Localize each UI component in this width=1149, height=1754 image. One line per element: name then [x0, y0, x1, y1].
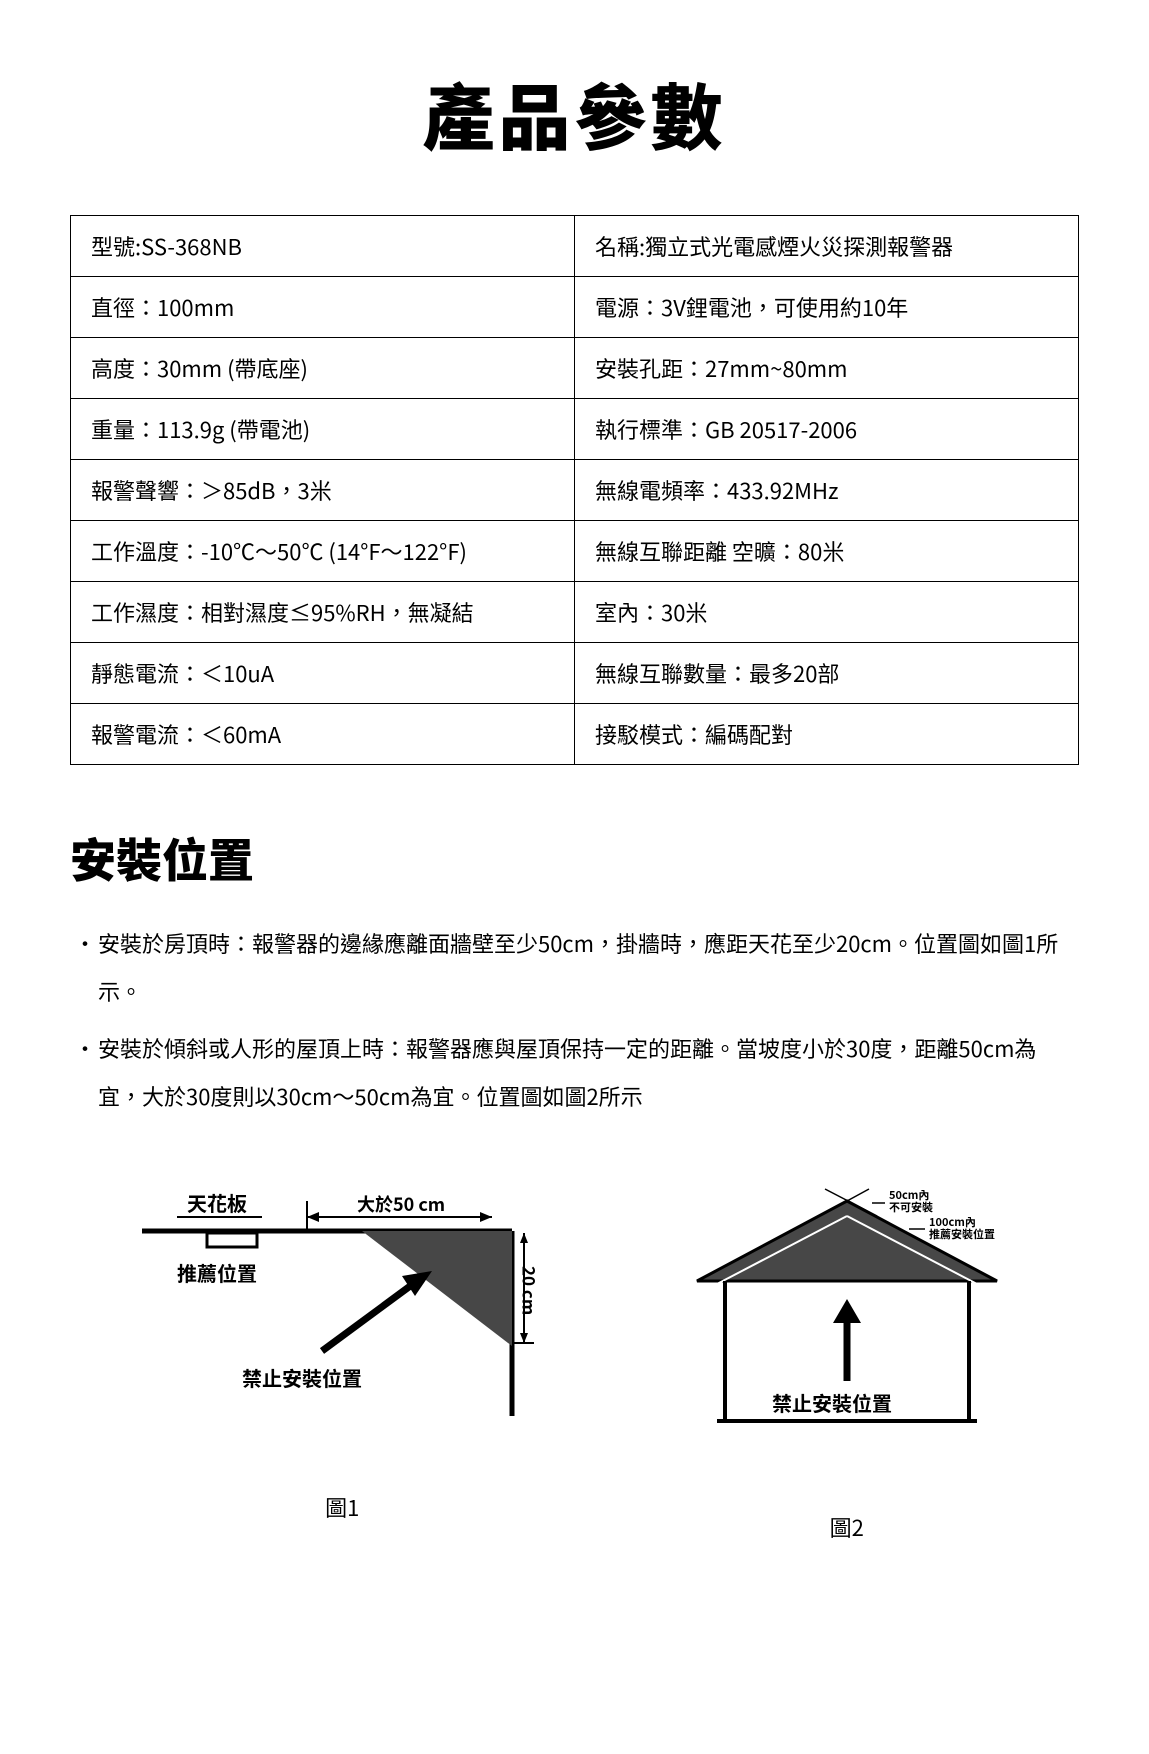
spec-cell: 靜態電流：＜10uA [71, 643, 575, 704]
spec-cell: 工作濕度：相對濕度≤95%RH，無凝結 [71, 582, 575, 643]
figure2-caption: 圖2 [830, 1511, 864, 1543]
fig1-recommended-label: 推薦位置 [177, 1258, 257, 1287]
spec-cell: 室內：30米 [575, 582, 1079, 643]
table-row: 高度：30mm (帶底座)安裝孔距：27mm~80mm [71, 338, 1079, 399]
figure1-diagram: 天花板 大於50 cm 推薦位置 禁止安裝位置 20 cm [132, 1171, 552, 1431]
table-row: 重量：113.9g (帶電池)執行標準：GB 20517-2006 [71, 399, 1079, 460]
spec-cell: 重量：113.9g (帶電池) [71, 399, 575, 460]
spec-table: 型號:SS-368NB名稱:獨立式光電感煙火災探測報警器 直徑：100mm電源：… [70, 215, 1079, 765]
spec-cell: 無線互聯數量：最多20部 [575, 643, 1079, 704]
spec-cell: 名稱:獨立式光電感煙火災探測報警器 [575, 216, 1079, 277]
fig1-forbidden-label: 禁止安裝位置 [242, 1363, 362, 1392]
spec-cell: 無線互聯距離 空曠：80米 [575, 521, 1079, 582]
spec-cell: 接駁模式：編碼配對 [575, 704, 1079, 765]
spec-cell: 型號:SS-368NB [71, 216, 575, 277]
spec-cell: 報警聲響：＞85dB，3米 [71, 460, 575, 521]
fig2-forbidden-label: 禁止安裝位置 [772, 1388, 892, 1417]
list-item: 安裝於傾斜或人形的屋頂上時：報警器應與屋頂保持一定的距離。當坡度小於30度，距離… [70, 1024, 1079, 1121]
spec-cell: 工作溫度：-10℃～50℃ (14°F～122°F) [71, 521, 575, 582]
fig2-50cm-label-l2: 不可安裝 [889, 1199, 933, 1215]
fig1-20cm-label: 20 cm [518, 1266, 543, 1315]
spec-cell: 無線電頻率：433.92MHz [575, 460, 1079, 521]
table-row: 靜態電流：＜10uA無線互聯數量：最多20部 [71, 643, 1079, 704]
table-row: 報警電流：＜60mA接駁模式：編碼配對 [71, 704, 1079, 765]
page-title: 產品參數 [70, 60, 1079, 165]
table-row: 報警聲響：＞85dB，3米無線電頻率：433.92MHz [71, 460, 1079, 521]
list-item: 安裝於房頂時：報警器的邊緣應離面牆壁至少50cm，掛牆時，應距天花至少20cm。… [70, 919, 1079, 1016]
spec-cell: 直徑：100mm [71, 277, 575, 338]
figure1-caption: 圖1 [325, 1491, 359, 1523]
table-row: 工作濕度：相對濕度≤95%RH，無凝結室內：30米 [71, 582, 1079, 643]
fig1-gt50-label: 大於50 cm [357, 1191, 445, 1217]
table-row: 直徑：100mm電源：3V鋰電池，可使用約10年 [71, 277, 1079, 338]
table-row: 工作溫度：-10℃～50℃ (14°F～122°F)無線互聯距離 空曠：80米 [71, 521, 1079, 582]
figure-2: 50cm內 不可安裝 100cm內 推薦安裝位置 禁止安裝位置 圖2 [677, 1171, 1017, 1543]
install-bullets: 安裝於房頂時：報警器的邊緣應離面牆壁至少50cm，掛牆時，應距天花至少20cm。… [70, 919, 1079, 1121]
figure2-diagram: 50cm內 不可安裝 100cm內 推薦安裝位置 禁止安裝位置 [677, 1171, 1017, 1451]
spec-cell: 高度：30mm (帶底座) [71, 338, 575, 399]
fig2-100cm-label-l2: 推薦安裝位置 [929, 1226, 995, 1242]
figure-1: 天花板 大於50 cm 推薦位置 禁止安裝位置 20 cm [132, 1171, 552, 1523]
spec-cell: 安裝孔距：27mm~80mm [575, 338, 1079, 399]
figures-row: 天花板 大於50 cm 推薦位置 禁止安裝位置 20 cm [70, 1171, 1079, 1543]
spec-cell: 報警電流：＜60mA [71, 704, 575, 765]
fig1-ceiling-label: 天花板 [187, 1188, 247, 1217]
spec-cell: 電源：3V鋰電池，可使用約10年 [575, 277, 1079, 338]
table-row: 型號:SS-368NB名稱:獨立式光電感煙火災探測報警器 [71, 216, 1079, 277]
install-heading: 安裝位置 [70, 825, 1079, 891]
spec-cell: 執行標準：GB 20517-2006 [575, 399, 1079, 460]
